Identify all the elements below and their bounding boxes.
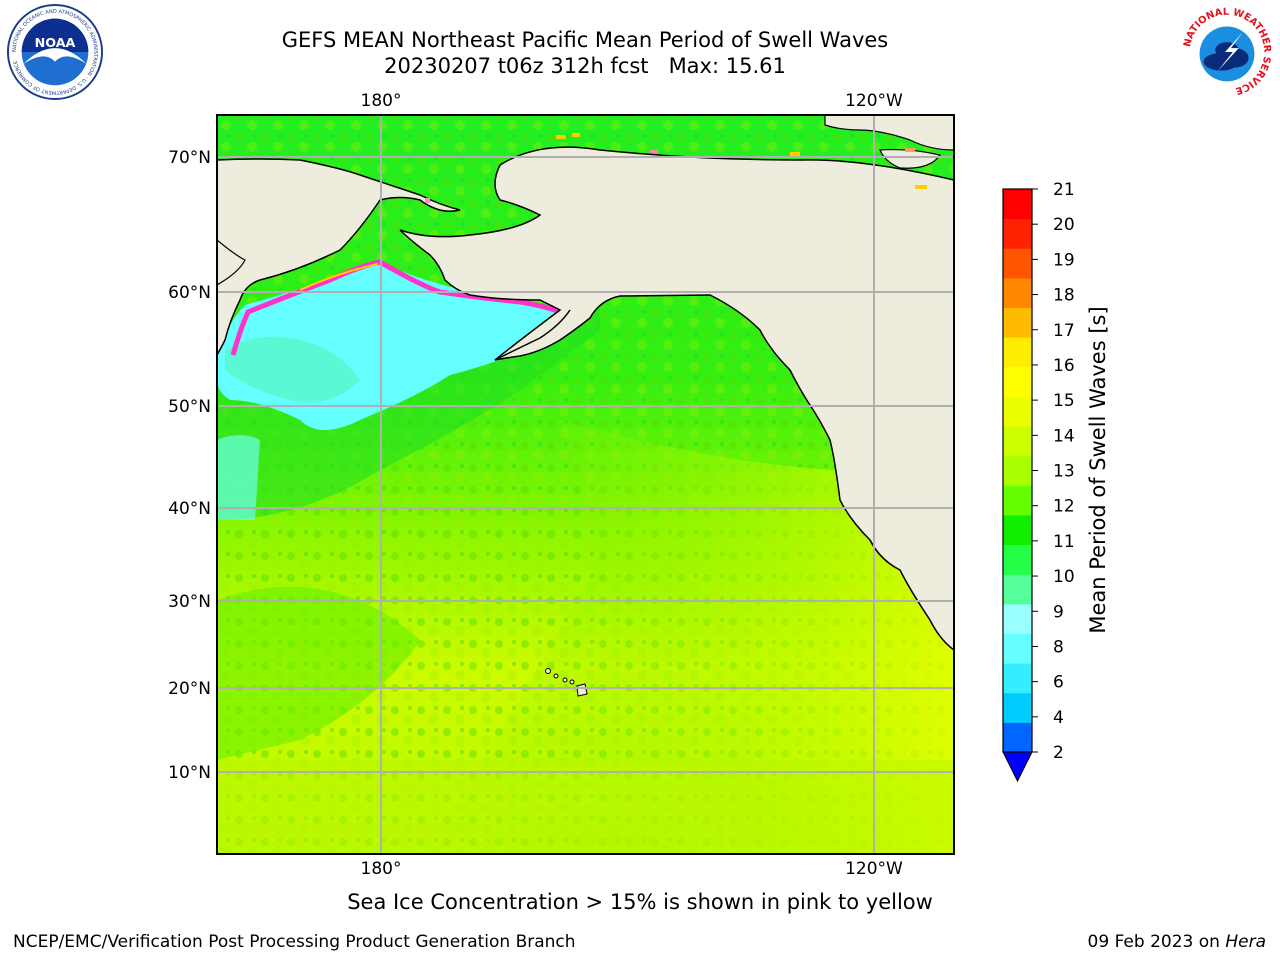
lat-label-70n: 70°N [168, 148, 211, 168]
lat-label-40n: 40°N [168, 499, 211, 519]
lon-label-top-180: 180° [361, 91, 402, 111]
lon-label-top-120w: 120°W [845, 91, 903, 111]
lat-label-60n: 60°N [168, 283, 211, 303]
colorbar-band [1003, 337, 1032, 368]
colorbar-band [1003, 574, 1032, 605]
colorbar-band [1003, 366, 1032, 397]
colorbar-tick-label: 10 [1053, 567, 1075, 587]
colorbar-band [1003, 218, 1032, 249]
credit-host: Hera [1225, 932, 1266, 952]
colorbar-tick-label: 6 [1053, 673, 1064, 693]
north-america-land [399, 146, 954, 651]
colorbar-tick-label: 20 [1053, 215, 1075, 235]
colorbar-band [1003, 663, 1032, 694]
colorbar-title: Mean Period of Swell Waves [s] [1086, 306, 1110, 634]
colorbar-tick-label: 15 [1053, 391, 1075, 411]
colorbar-tick-label: 12 [1053, 497, 1075, 517]
siberia-land [217, 115, 461, 357]
colorbar-band [1003, 544, 1032, 575]
colorbar-tick-label: 2 [1053, 743, 1064, 763]
colorbar-band [1003, 603, 1032, 634]
colorbar-band [1003, 248, 1032, 279]
graticule [217, 115, 954, 854]
colorbar-tick-label: 16 [1053, 356, 1075, 376]
colorbar-band [1003, 307, 1032, 338]
colorbar-band [1003, 692, 1032, 723]
lat-label-20n: 20°N [168, 679, 211, 699]
credit-right: 09 Feb 2023 on Hera [1088, 932, 1266, 952]
colorbar-tick-label: 21 [1053, 180, 1075, 200]
colorbar-band [1003, 722, 1032, 753]
sea-ice-note: Sea Ice Concentration > 15% is shown in … [0, 890, 1280, 914]
lat-label-30n: 30°N [168, 592, 211, 612]
page-title: GEFS MEAN Northeast Pacific Mean Period … [281, 28, 889, 52]
colorbar-tick-label: 11 [1053, 532, 1075, 552]
colorbar-tick-label: 19 [1053, 250, 1075, 270]
credit-left: NCEP/EMC/Verification Post Processing Pr… [13, 932, 576, 952]
colorbar-band [1003, 455, 1032, 486]
colorbar-tick-label: 13 [1053, 462, 1075, 482]
colorbar-band [1003, 633, 1032, 664]
colorbar-tick-label: 9 [1053, 602, 1064, 622]
colorbar-extend-triangle [1002, 751, 1033, 783]
colorbar-band [1003, 514, 1032, 546]
colorbar-tick-label: 18 [1053, 286, 1075, 306]
noaa-logo: NOAA NATIONAL OCEANIC AND ATMOSPHERIC AD… [6, 3, 104, 101]
lon-label-bottom-180: 180° [361, 859, 402, 879]
colorbar-band [1003, 426, 1032, 457]
colorbar-band [1003, 485, 1032, 516]
lat-label-50n: 50°N [168, 397, 211, 417]
colorbar-tick-label: 4 [1053, 708, 1064, 728]
colorbar-band [1003, 189, 1032, 220]
sea-ice-note-text: Sea Ice Concentration > 15% is shown in … [347, 890, 933, 914]
page-subtitle: 20230207 t06z 312h fcst Max: 15.61 [384, 54, 786, 78]
credit-date: 09 Feb 2023 on [1087, 932, 1226, 952]
lat-label-10n: 10°N [168, 763, 211, 783]
colorbar-tick-label: 17 [1053, 321, 1075, 341]
colorbar-band [1003, 396, 1032, 427]
map-area [217, 115, 954, 854]
colorbar-band [1003, 277, 1032, 309]
colorbar-tick-label: 8 [1053, 637, 1064, 657]
nws-logo: NATIONAL WEATHER SERVICE [1179, 4, 1275, 100]
map-frame [216, 114, 955, 855]
lon-label-bottom-120w: 120°W [845, 859, 903, 879]
colorbar-tick-label: 14 [1053, 426, 1075, 446]
noaa-logo-text: NOAA [35, 36, 76, 51]
